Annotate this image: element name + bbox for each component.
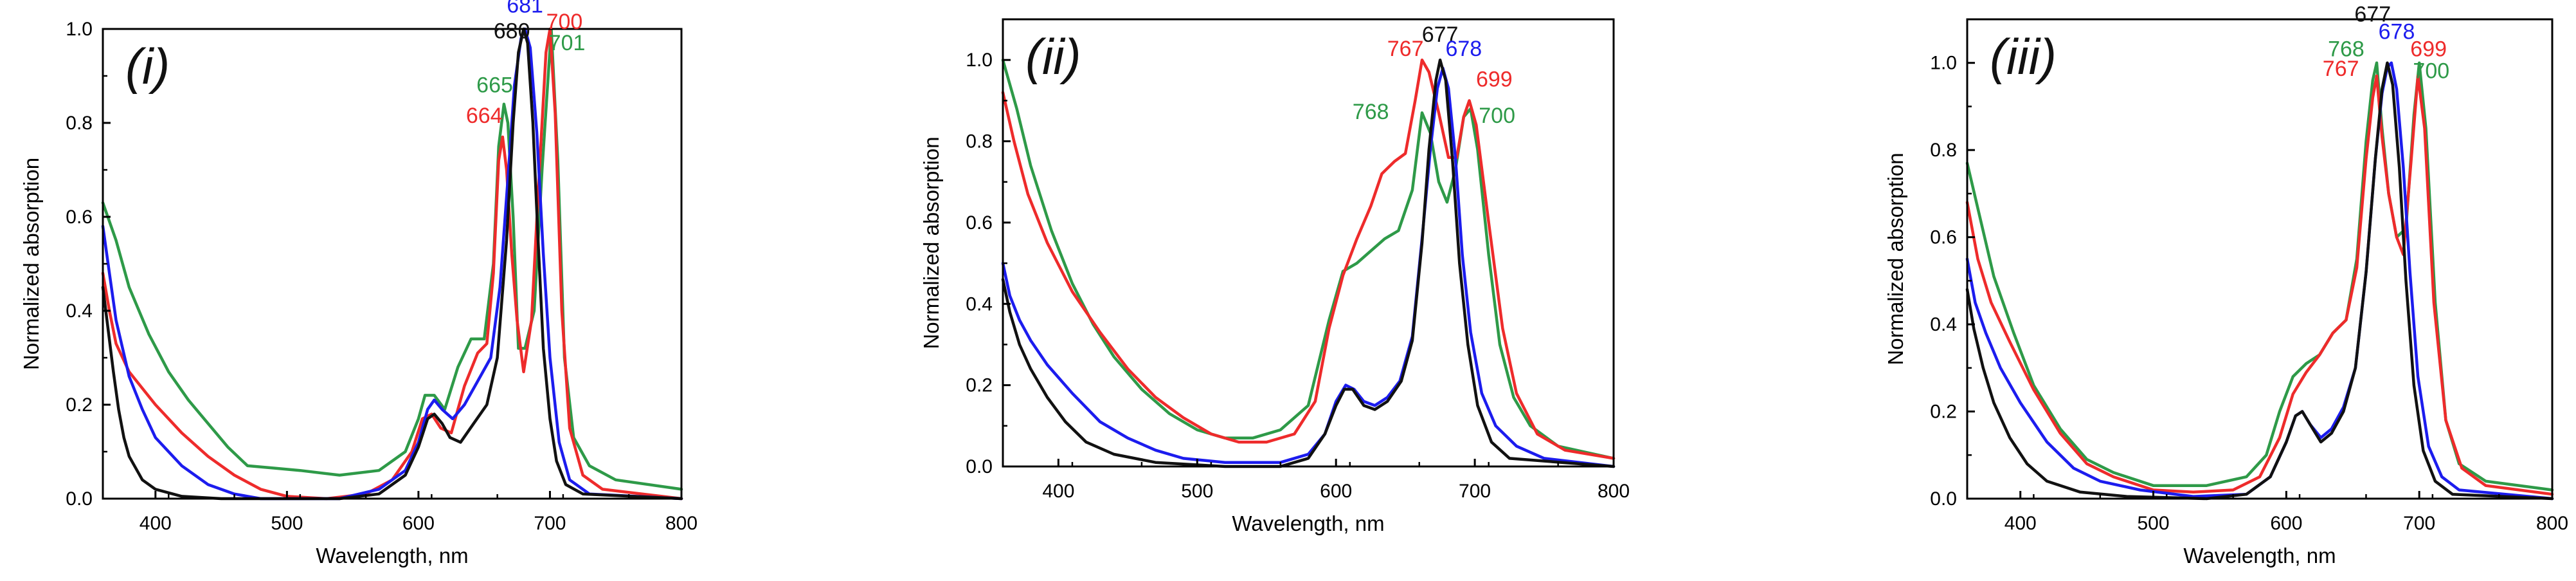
x-tick-label: 700 bbox=[2403, 513, 2435, 534]
panel-label: (i) bbox=[125, 38, 170, 95]
x-tick-label: 400 bbox=[140, 513, 172, 534]
peak-label: 768 bbox=[1353, 100, 1389, 124]
x-tick-label: 800 bbox=[665, 513, 698, 534]
y-axis-title: Normalized absorption bbox=[1884, 152, 1907, 365]
x-tick-label: 500 bbox=[2138, 513, 2170, 534]
peak-label: 767 bbox=[2323, 57, 2359, 81]
peak-label: 678 bbox=[1445, 37, 1482, 61]
plot-frame bbox=[102, 28, 683, 500]
y-tick-label: 0.6 bbox=[66, 207, 93, 228]
peak-label: 664 bbox=[466, 104, 503, 128]
y-tick-label: 0.4 bbox=[1930, 314, 1957, 335]
y-tick-label: 0.2 bbox=[66, 394, 93, 416]
x-axis-title: Wavelength, nm bbox=[1232, 512, 1384, 535]
peak-label: 677 bbox=[2354, 2, 2391, 26]
y-tick-label: 0.8 bbox=[966, 131, 993, 152]
x-tick-label: 500 bbox=[1181, 481, 1213, 502]
x-tick-label: 700 bbox=[1459, 481, 1491, 502]
series-line-red bbox=[1001, 58, 1616, 460]
x-tick-label: 800 bbox=[2536, 513, 2568, 534]
y-axis-title: Normalized absorption bbox=[919, 136, 943, 349]
peak-label: 699 bbox=[1476, 67, 1513, 91]
peak-label: 678 bbox=[2379, 19, 2415, 44]
plot-frame bbox=[1002, 18, 1615, 468]
x-tick-label: 600 bbox=[1320, 481, 1352, 502]
y-tick-label: 0.4 bbox=[966, 293, 993, 315]
peak-label: 768 bbox=[2328, 37, 2364, 62]
peak-label: 681 bbox=[507, 0, 543, 17]
panel-label: (ii) bbox=[1025, 28, 1081, 85]
peak-label: 677 bbox=[1422, 23, 1459, 47]
y-tick-label: 0.4 bbox=[66, 300, 93, 322]
chart-panel-3: 400 500 600 700 800 0.0 0.2 0.4 0.6 0.8 1.0 Wavelen… bbox=[1884, 2, 2568, 567]
series-line-black bbox=[101, 27, 683, 501]
peak-label: 665 bbox=[476, 73, 513, 98]
series-line-blue bbox=[1965, 61, 2554, 501]
y-tick-label: 0.0 bbox=[66, 488, 93, 510]
series-line-black bbox=[1965, 61, 2554, 501]
y-tick-label: 0.0 bbox=[1930, 488, 1957, 510]
y-tick-label: 0.2 bbox=[1930, 401, 1957, 423]
series-line-red bbox=[101, 27, 683, 501]
x-tick-label: 600 bbox=[2270, 513, 2302, 534]
chart-panel-1: 400 500 600 700 800 0.0 0.2 0.4 0.6 0.8 1.0 Wavelen… bbox=[19, 0, 698, 567]
plot-frame bbox=[1966, 18, 2553, 500]
x-tick-label: 700 bbox=[534, 513, 566, 534]
x-tick-label: 400 bbox=[2004, 513, 2037, 534]
panel-label: (iii) bbox=[1990, 28, 2057, 85]
x-tick-label: 600 bbox=[402, 513, 435, 534]
x-tick-label: 500 bbox=[271, 513, 303, 534]
peak-label: 767 bbox=[1387, 37, 1424, 61]
series-line-black bbox=[1001, 58, 1616, 468]
y-tick-label: 1.0 bbox=[1930, 53, 1957, 74]
y-tick-label: 1.0 bbox=[66, 19, 93, 40]
peak-label: 701 bbox=[549, 31, 586, 55]
x-axis-title: Wavelength, nm bbox=[2183, 544, 2336, 567]
y-tick-label: 1.0 bbox=[966, 50, 993, 71]
series-line-green bbox=[1001, 58, 1616, 460]
y-tick-label: 0.2 bbox=[966, 375, 993, 396]
peak-label: 700 bbox=[2413, 59, 2449, 83]
peak-label: 699 bbox=[2410, 37, 2447, 62]
x-tick-label: 800 bbox=[1598, 481, 1630, 502]
y-tick-label: 0.8 bbox=[66, 113, 93, 134]
x-tick-label: 400 bbox=[1042, 481, 1074, 502]
y-tick-label: 0.6 bbox=[966, 212, 993, 234]
series-line-red bbox=[1965, 74, 2554, 496]
peak-label: 700 bbox=[546, 10, 583, 34]
series-line-green bbox=[101, 27, 683, 491]
peak-label: 700 bbox=[1479, 104, 1515, 128]
y-tick-label: 0.8 bbox=[1930, 140, 1957, 161]
y-tick-label: 0.6 bbox=[1930, 227, 1957, 248]
series-line-blue bbox=[1001, 66, 1616, 468]
chart-panel-2: 400 500 600 700 800 0.0 0.2 0.4 0.6 0.8 1.0 Wavelen… bbox=[919, 18, 1630, 535]
x-axis-title: Wavelength, nm bbox=[316, 544, 468, 567]
y-tick-label: 0.0 bbox=[966, 456, 993, 477]
peak-label: 680 bbox=[494, 19, 530, 44]
y-axis-title: Normalized absorption bbox=[19, 158, 43, 370]
series-line-blue bbox=[101, 27, 683, 501]
